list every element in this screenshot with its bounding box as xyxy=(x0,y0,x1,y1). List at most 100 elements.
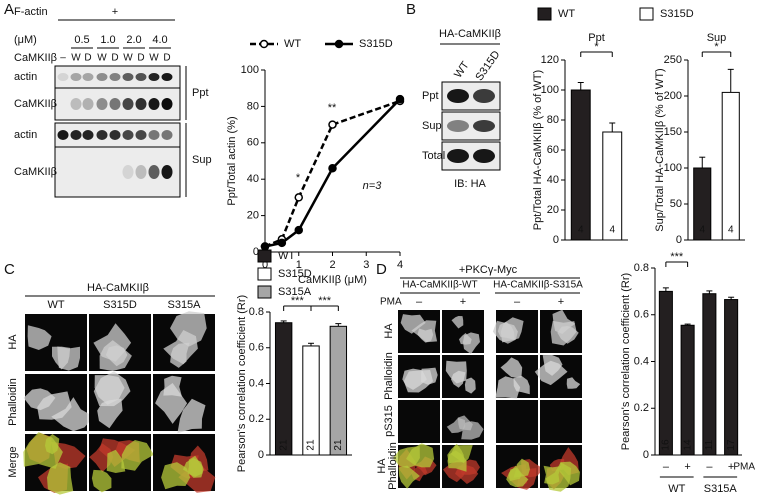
lane-label: + xyxy=(460,296,466,308)
blot-band xyxy=(447,89,469,103)
bar xyxy=(658,290,673,456)
significance: *** xyxy=(318,295,332,307)
x-tick-label: 0 xyxy=(262,259,268,271)
lane-label: – xyxy=(416,296,423,308)
blot-band xyxy=(70,98,82,110)
significance: *** xyxy=(291,295,305,307)
row-label: Merge xyxy=(7,446,19,477)
y-tick-label: 0.4 xyxy=(249,377,264,389)
cell xyxy=(464,377,476,394)
n-label: 14 xyxy=(682,439,693,451)
y-axis-label: Pearson's correlation coefficient (Rr) xyxy=(236,295,248,472)
cell xyxy=(37,391,72,420)
lane-label: D xyxy=(111,53,118,64)
legend-label: S315D xyxy=(660,8,694,20)
marker xyxy=(277,238,287,248)
row-label: HA xyxy=(376,458,388,474)
blot-band xyxy=(473,89,495,103)
row-label: Phalloidin xyxy=(383,352,395,400)
column-label: WT xyxy=(47,299,64,311)
marker xyxy=(328,164,337,173)
blot-band xyxy=(161,73,173,81)
legend-label: S315D xyxy=(359,38,393,50)
panel-label: C xyxy=(4,261,15,278)
cell xyxy=(57,346,80,371)
blot-band xyxy=(82,73,94,81)
lane-label: S315D xyxy=(473,49,502,83)
x-tick-label: 3 xyxy=(363,259,369,271)
x-tick-label: 4 xyxy=(397,259,403,271)
y-axis-label: Pearson's correlation coefficient (Rr) xyxy=(620,273,632,450)
panel-label: B xyxy=(406,1,416,18)
cell xyxy=(170,311,207,347)
cell xyxy=(400,314,426,334)
blot-band xyxy=(122,98,134,110)
blot-band xyxy=(109,98,121,110)
blot-band xyxy=(161,165,173,179)
bar xyxy=(329,325,348,456)
lane-label: W xyxy=(71,53,81,64)
y-tick-label: 20 xyxy=(247,210,259,222)
row-label: Phalloidin xyxy=(387,442,399,490)
blot-band xyxy=(122,165,134,179)
n-label: 16 xyxy=(661,439,672,451)
cell xyxy=(121,440,154,471)
blot-band xyxy=(82,98,94,110)
annotation: ** xyxy=(328,102,337,114)
cell xyxy=(91,469,112,493)
blot-band xyxy=(473,149,495,163)
cell xyxy=(106,449,126,473)
legend-label: WT xyxy=(278,250,295,262)
y-tick-label: 40 xyxy=(547,174,559,186)
row-label: Total xyxy=(422,150,445,162)
y-tick-label: 150 xyxy=(664,126,682,138)
n-label: 4 xyxy=(578,225,584,236)
bar xyxy=(724,299,739,456)
bar xyxy=(274,322,293,456)
blot-band xyxy=(161,98,173,110)
y-tick-label: 250 xyxy=(664,54,682,66)
y-tick-label: 100 xyxy=(541,84,559,96)
image-header: +PKCγ-Myc xyxy=(459,264,518,276)
lane-label: WT xyxy=(452,59,472,80)
cell xyxy=(447,450,467,472)
blot-band xyxy=(96,130,108,140)
significance: *** xyxy=(670,251,684,263)
cell xyxy=(398,465,420,489)
blot-band xyxy=(82,130,94,140)
legend-label: WT xyxy=(284,38,301,50)
lane-label: D xyxy=(137,53,144,64)
blot-label: + xyxy=(112,6,118,18)
y-tick-label: 0.8 xyxy=(634,262,649,274)
cell xyxy=(552,309,576,334)
blot-header: HA-CaMKIIβ xyxy=(439,28,501,40)
chart-title: Ppt xyxy=(588,32,605,44)
significance: * xyxy=(714,41,719,53)
n-label: 21 xyxy=(278,439,289,451)
cell xyxy=(93,371,131,407)
blot-band xyxy=(148,130,160,140)
blot-band xyxy=(122,73,134,81)
blot-label: CaMKIIβ xyxy=(14,52,57,64)
x-tick-label: – xyxy=(706,461,713,473)
blot-band xyxy=(473,120,495,132)
blot-footer: IB: HA xyxy=(454,178,486,190)
blot-band xyxy=(135,73,147,81)
row-label: HA xyxy=(383,323,395,339)
marker xyxy=(294,193,303,202)
blot-band xyxy=(70,130,82,140)
lane-label: W xyxy=(149,53,159,64)
annotation: * xyxy=(296,172,301,184)
group-label: Ppt xyxy=(192,87,209,99)
annotation: n=3 xyxy=(363,180,383,192)
row-label: Ppt xyxy=(422,90,439,102)
blot-band xyxy=(96,73,108,81)
lane-label: – xyxy=(514,296,521,308)
bar xyxy=(702,293,717,456)
panel-label: A xyxy=(4,1,14,18)
x-tick-label: 1 xyxy=(296,259,302,271)
marker xyxy=(395,94,405,104)
blot-band xyxy=(70,73,82,81)
